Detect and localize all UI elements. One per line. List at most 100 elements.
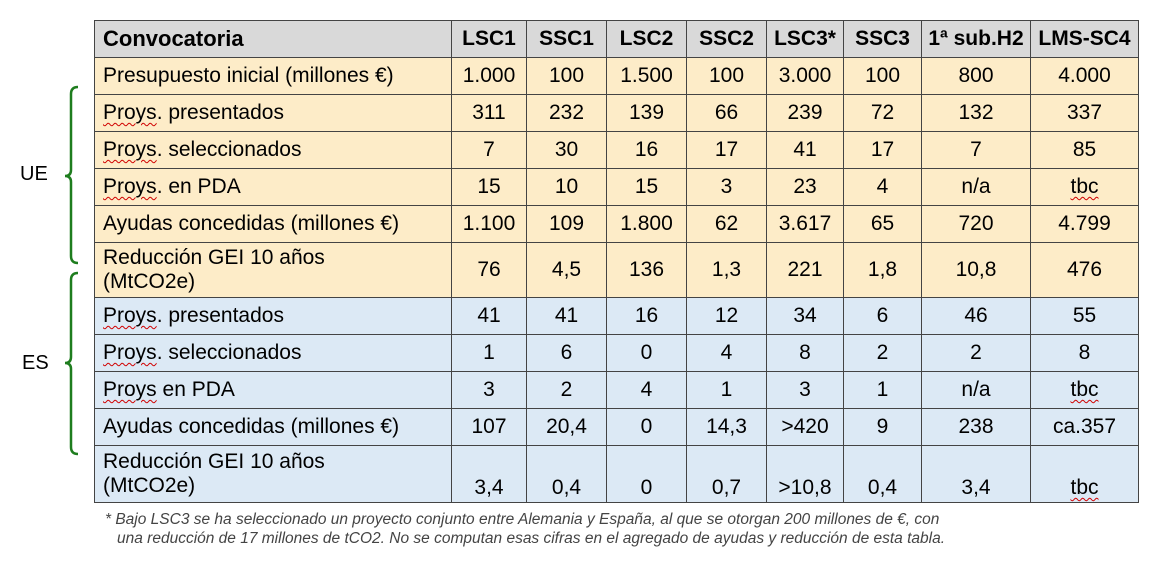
table-cell: 476 <box>1030 242 1139 298</box>
table-cell: 4 <box>606 371 687 409</box>
ghg-row: Reducción GEI 10 años (MtCO2e) 3,4 0,4 0 0,7 >… <box>94 445 1139 503</box>
row-label: Proys. presentados <box>94 297 452 335</box>
table-cell: 1.000 <box>451 57 527 95</box>
header-cell: LSC3* <box>766 20 844 58</box>
table-cell: >10,8 <box>766 445 844 503</box>
table-cell: 10 <box>526 168 607 206</box>
ue-bracket <box>64 85 79 265</box>
table-row: Proys. seleccionados 1 6 0 4 8 2 2 8 <box>94 334 1139 372</box>
header-cell: SSC3 <box>843 20 922 58</box>
table-cell: 9 <box>843 408 922 446</box>
row-label: Proys. en PDA <box>94 168 452 206</box>
row-label-text: Ayudas concedidas (millones €) <box>103 212 400 235</box>
row-label-text: en PDA <box>156 378 235 401</box>
table-cell: 3.000 <box>766 57 844 95</box>
table-cell: n/a <box>921 168 1031 206</box>
table-cell: 0 <box>606 408 687 446</box>
table-cell: 4.799 <box>1030 205 1139 243</box>
table-cell: 1 <box>451 334 527 372</box>
table-cell: 1,3 <box>686 242 767 298</box>
table-cell: 17 <box>686 131 767 169</box>
table-cell: 2 <box>921 334 1031 372</box>
table-cell: 1 <box>686 371 767 409</box>
table-cell: 4.000 <box>1030 57 1139 95</box>
table-cell: 0,4 <box>526 445 607 503</box>
header-cell: LMS-SC4 <box>1030 20 1139 58</box>
table-cell: 139 <box>606 94 687 132</box>
table-cell: 7 <box>921 131 1031 169</box>
table-cell: 41 <box>451 297 527 335</box>
header-cell: LSC1 <box>451 20 527 58</box>
table-cell: 34 <box>766 297 844 335</box>
header-cell: SSC1 <box>526 20 607 58</box>
table-cell: 12 <box>686 297 767 335</box>
table-cell: 1,8 <box>843 242 922 298</box>
row-label-text: . presentados <box>156 101 284 124</box>
table-cell: 76 <box>451 242 527 298</box>
table-cell: 15 <box>451 168 527 206</box>
table-cell: 109 <box>526 205 607 243</box>
group-label-ue: UE <box>20 163 48 185</box>
table-row: Proys. presentados 41 41 16 12 34 6 46 55 <box>94 297 1139 335</box>
es-bracket <box>64 271 79 456</box>
row-label-line: (MtCO2e) <box>103 474 196 497</box>
footnote-line: * Bajo LSC3 se ha seleccionado un proyec… <box>105 511 940 528</box>
table-cell: 85 <box>1030 131 1139 169</box>
table-cell: 132 <box>921 94 1031 132</box>
table-cell: 16 <box>606 131 687 169</box>
row-label: Reducción GEI 10 años (MtCO2e) <box>94 445 452 503</box>
table-cell: 4,5 <box>526 242 607 298</box>
table-cell: n/a <box>921 371 1031 409</box>
row-label-word: Proys <box>103 341 157 364</box>
row-label: Proys en PDA <box>94 371 452 409</box>
table-cell: tbc <box>1030 445 1139 503</box>
table-cell: 41 <box>526 297 607 335</box>
table-cell: 8 <box>1030 334 1139 372</box>
row-label: Proys. presentados <box>94 94 452 132</box>
table-cell: 14,3 <box>686 408 767 446</box>
footnote-line: una reducción de 17 millones de tCO2. No… <box>117 530 946 547</box>
row-label: Ayudas concedidas (millones €) <box>94 205 452 243</box>
table-cell: 62 <box>686 205 767 243</box>
table-cell: >420 <box>766 408 844 446</box>
table-row: Proys. presentados 311 232 139 66 239 72 132 337 <box>94 94 1139 132</box>
table-cell: 41 <box>766 131 844 169</box>
table-cell: 2 <box>526 371 607 409</box>
table-cell: 6 <box>526 334 607 372</box>
table-row: Ayudas concedidas (millones €) 107 20,4 0 14… <box>94 408 1139 446</box>
table-cell: 232 <box>526 94 607 132</box>
table-cell: 16 <box>606 297 687 335</box>
row-label: Proys. seleccionados <box>94 334 452 372</box>
header-cell: 1ª sub.H2 <box>921 20 1031 58</box>
header-cell: LSC2 <box>606 20 687 58</box>
convocatoria-table: Convocatoria LSC1 SSC1 LSC2 SSC2 LSC3* S… <box>94 20 1139 503</box>
table-cell: 337 <box>1030 94 1139 132</box>
table-cell: 107 <box>451 408 527 446</box>
row-label: Proys. seleccionados <box>94 131 452 169</box>
table-cell: 30 <box>526 131 607 169</box>
table-cell: 100 <box>686 57 767 95</box>
table-cell: 1.500 <box>606 57 687 95</box>
table-cell: 0 <box>606 334 687 372</box>
budget-row: Presupuesto inicial (millones €) 1.000 1… <box>94 57 1139 95</box>
table-cell: 720 <box>921 205 1031 243</box>
table-cell: 65 <box>843 205 922 243</box>
table-cell: 8 <box>766 334 844 372</box>
group-label-es: ES <box>22 352 49 374</box>
row-label-word: Proys <box>103 378 157 401</box>
footnote: * Bajo LSC3 se ha seleccionado un proyec… <box>105 510 1065 548</box>
table-cell: 10,8 <box>921 242 1031 298</box>
row-label: Reducción GEI 10 años (MtCO2e) <box>94 242 452 298</box>
table-cell: 3 <box>451 371 527 409</box>
table-cell: 2 <box>843 334 922 372</box>
table-cell: 100 <box>526 57 607 95</box>
table-cell: 0 <box>606 445 687 503</box>
row-label-text: . en PDA <box>156 175 241 198</box>
table-cell: 23 <box>766 168 844 206</box>
group-brackets <box>64 85 79 456</box>
table-cell: 238 <box>921 408 1031 446</box>
table-cell: 7 <box>451 131 527 169</box>
table-cell: 221 <box>766 242 844 298</box>
table-cell: 800 <box>921 57 1031 95</box>
table-cell: 46 <box>921 297 1031 335</box>
